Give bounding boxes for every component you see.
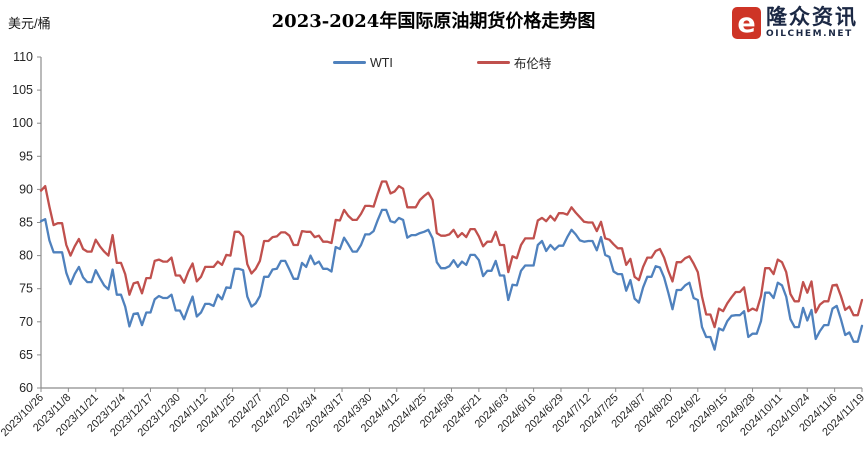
y-tick-label: 110	[13, 50, 33, 64]
brand-logo: e 隆众资讯 OILCHEM.NET	[732, 7, 858, 39]
y-axis-unit-label: 美元/桶	[8, 16, 51, 31]
legend-label-wti: WTI	[370, 55, 393, 70]
y-tick-label: 60	[19, 381, 33, 395]
chart-legend: WTI 布伦特	[333, 53, 551, 72]
y-tick-label: 105	[12, 83, 33, 97]
series-line-brent	[39, 180, 864, 329]
brand-name: 隆众资讯	[766, 5, 858, 29]
y-tick-label: 100	[12, 116, 33, 130]
y-tick-label: 75	[19, 282, 33, 296]
y-tick-label: 85	[19, 216, 33, 230]
y-tick-label: 90	[19, 182, 33, 196]
oilchem-logo-icon: e	[732, 7, 761, 39]
legend-item-brent: 布伦特	[476, 53, 552, 72]
brand-domain: OILCHEM.NET	[766, 29, 853, 39]
y-tick-label: 70	[19, 315, 33, 329]
page-title: 2023-2024年国际原油期货价格走势图	[271, 11, 596, 32]
brent-line-swatch-icon	[476, 60, 510, 65]
wti-line-swatch-icon	[333, 60, 366, 65]
y-tick-label: 95	[19, 149, 33, 163]
legend-label-brent: 布伦特	[513, 57, 552, 71]
y-tick-label: 65	[19, 348, 33, 362]
series-line-wti	[39, 208, 864, 351]
y-tick-label: 80	[19, 249, 33, 263]
legend-item-wti: WTI	[333, 56, 393, 70]
